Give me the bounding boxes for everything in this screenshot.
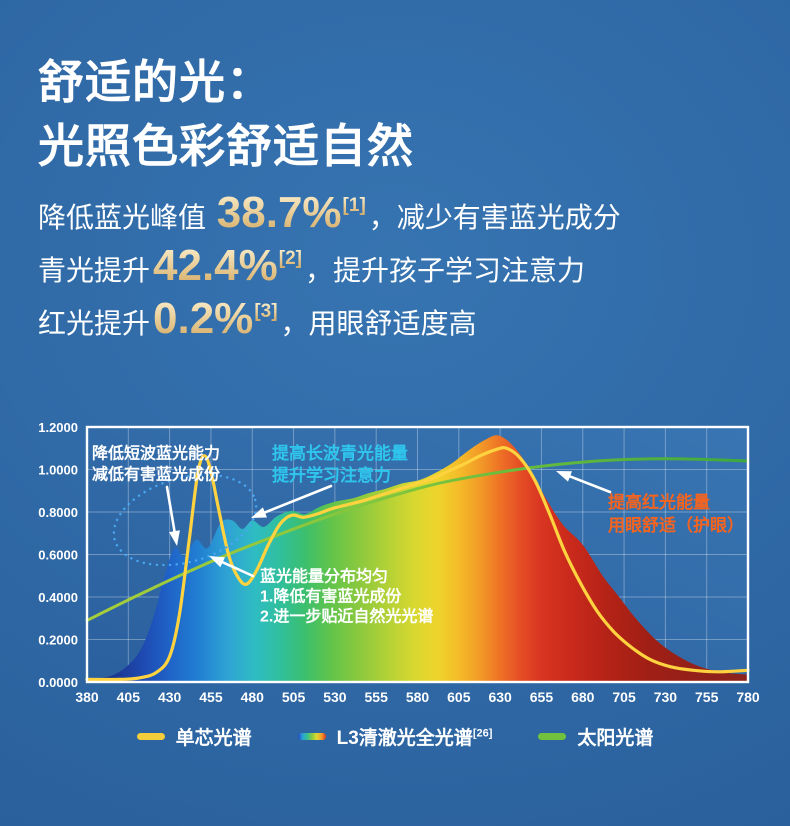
svg-text:705: 705 [612, 689, 636, 705]
stat-value: 38.7% [216, 188, 342, 237]
title-line-2: 光照色彩舒适自然 [38, 120, 414, 172]
svg-text:480: 480 [241, 689, 265, 705]
svg-text:0.6000: 0.6000 [38, 548, 78, 563]
chart-legend: 单芯光谱 L3清澈光全光谱[26] 太阳光谱 [0, 723, 790, 750]
svg-text:提高长波青光能量提升学习注意力: 提高长波青光能量提升学习注意力 [272, 443, 408, 485]
svg-text:680: 680 [571, 689, 595, 705]
stat-prefix: 降低蓝光峰值 [38, 202, 214, 233]
svg-text:380: 380 [75, 689, 99, 705]
legend-swatch-rainbow-area [297, 733, 326, 740]
stat-blue-peak-reduction: 降低蓝光峰值 38.7% [1] ，减少有害蓝光成分 [38, 188, 621, 241]
y-axis-labels: 0.0000 0.2000 0.4000 0.6000 0.8000 1.0000 1.20… [38, 420, 78, 690]
legend-label: L3清澈光全光谱[26] [336, 727, 493, 749]
stat-suffix: ，减少有害蓝光成分 [368, 202, 621, 233]
title-line-1: 舒适的光： [38, 56, 273, 108]
legend-item-solar: 太阳光谱 [538, 723, 653, 750]
svg-text:780: 780 [736, 689, 760, 705]
svg-text:755: 755 [695, 689, 719, 705]
stat-footnote-ref: [3] [254, 301, 278, 322]
svg-text:提高红光能量用眼舒适（护眼）: 提高红光能量用眼舒适（护眼） [608, 492, 744, 535]
annotation-cyan-boost: 提高长波青光能量提升学习注意力 [251, 443, 408, 518]
legend-footnote-ref: [26] [472, 727, 493, 740]
legend-label: 单芯光谱 [175, 728, 252, 749]
svg-text:580: 580 [406, 689, 430, 705]
series-single-chip-line [85, 446, 750, 682]
stat-value: 42.4% [153, 241, 278, 290]
svg-text:430: 430 [158, 689, 182, 705]
legend-item-single-chip: 单芯光谱 [136, 723, 252, 750]
svg-text:605: 605 [447, 689, 471, 705]
series-l3-full-spectrum-area [87, 435, 748, 682]
blue-region-highlight-ellipse [112, 473, 258, 567]
legend-label: 太阳光谱 [577, 728, 654, 749]
stat-suffix: ，提升孩子学习注意力 [305, 255, 586, 286]
page-title: 舒适的光： 光照色彩舒适自然 [38, 50, 414, 178]
stats-list: 降低蓝光峰值 38.7% [1] ，减少有害蓝光成分 青光提升 42.4% [2] ，提升… [38, 188, 621, 347]
stat-footnote-ref: [2] [278, 248, 303, 269]
svg-text:630: 630 [488, 689, 512, 705]
legend-item-l3-full-spectrum: L3清澈光全光谱[26] [297, 723, 493, 750]
stat-footnote-ref: [1] [342, 195, 366, 216]
spectrum-chart: 0.0000 0.2000 0.4000 0.6000 0.8000 1.0000 1.20… [38, 420, 760, 705]
stat-cyan-light-boost: 青光提升 42.4% [2] ，提升孩子学习注意力 [38, 241, 621, 294]
svg-text:455: 455 [199, 689, 223, 705]
stat-prefix: 红光提升 [38, 308, 151, 339]
svg-text:0.2000: 0.2000 [38, 633, 78, 648]
svg-text:530: 530 [323, 689, 347, 705]
legend-swatch-green-line [538, 733, 567, 740]
svg-text:0.8000: 0.8000 [38, 505, 78, 520]
stat-suffix: ，用眼舒适度高 [280, 308, 477, 339]
x-axis-labels: 380 405 430 455 480 505 530 555 580 605 630 655 680 7… [75, 689, 760, 705]
svg-text:降低短波蓝光能力减低有害蓝光成份: 降低短波蓝光能力减低有害蓝光成份 [92, 443, 221, 483]
plot-border [85, 425, 750, 684]
svg-text:0.4000: 0.4000 [38, 590, 78, 605]
svg-text:405: 405 [117, 689, 141, 705]
stat-value: 0.2% [153, 294, 254, 343]
series-solar-spectrum-line [85, 457, 750, 622]
annotation-short-blue: 降低短波蓝光能力减低有害蓝光成份 [92, 443, 221, 546]
svg-text:730: 730 [654, 689, 678, 705]
annotation-red-boost: 提高红光能量用眼舒适（护眼） [556, 471, 744, 535]
svg-text:0.0000: 0.0000 [38, 675, 78, 690]
svg-text:555: 555 [365, 689, 389, 705]
svg-text:655: 655 [530, 689, 554, 705]
annotation-blue-even: 蓝光能量分布均匀 1.降低有害蓝光成份 2.进一步贴近自然光光谱 [209, 556, 433, 625]
stat-prefix: 青光提升 [38, 255, 151, 286]
legend-swatch-yellow-line [136, 733, 165, 740]
svg-text:1.0000: 1.0000 [38, 463, 78, 478]
stat-red-light-boost: 红光提升 0.2% [3] ，用眼舒适度高 [38, 294, 621, 347]
svg-text:505: 505 [282, 689, 306, 705]
svg-text:1.2000: 1.2000 [38, 420, 78, 435]
